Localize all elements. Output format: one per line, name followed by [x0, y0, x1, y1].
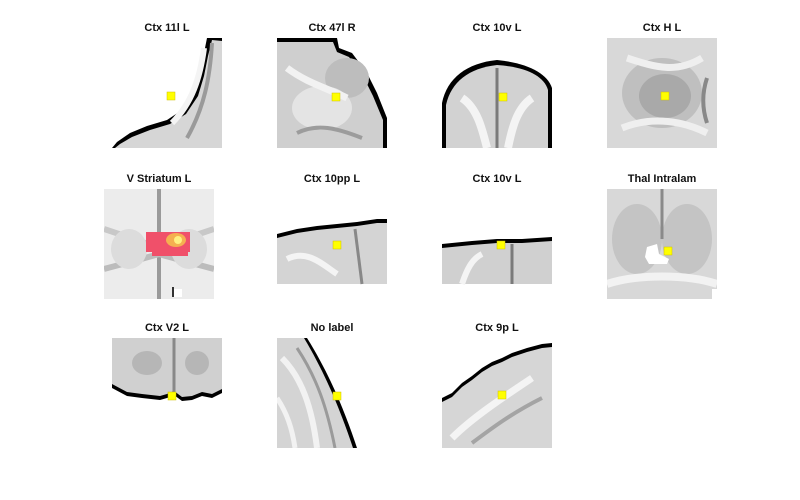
- brain-slice-image: [442, 338, 552, 448]
- panel-title: Ctx 10v L: [472, 173, 522, 185]
- location-marker: [496, 240, 506, 250]
- brain-slice-image: [112, 38, 222, 148]
- panel-title: Ctx H L: [642, 22, 682, 34]
- location-marker: [663, 246, 673, 256]
- panel-title: Ctx 9p L: [475, 322, 519, 334]
- location-marker: [332, 391, 342, 401]
- brain-slice-image: [277, 338, 387, 448]
- brain-slice-image: [442, 38, 552, 148]
- panel-title: Ctx 10pp L: [303, 173, 361, 185]
- location-marker: [497, 390, 507, 400]
- location-marker: [660, 91, 670, 101]
- panel-title: V Striatum L: [126, 173, 192, 185]
- brain-slice-image: [104, 189, 214, 299]
- location-marker: [331, 92, 341, 102]
- brain-slice-image: [442, 189, 552, 299]
- location-marker: [166, 91, 176, 101]
- brain-slice-image: [112, 338, 222, 448]
- location-marker: [498, 92, 508, 102]
- location-marker: [332, 240, 342, 250]
- location-marker: [167, 391, 177, 401]
- panel-title: Ctx V2 L: [144, 322, 189, 334]
- panel-title: Ctx 10v L: [472, 22, 522, 34]
- brain-slice-image: [277, 189, 387, 299]
- panel-title: Thal Intralam: [627, 173, 697, 185]
- panel-title: Ctx 47l R: [308, 22, 356, 34]
- brain-slice-image: [607, 38, 717, 148]
- panel-title: Ctx 11l L: [144, 22, 190, 34]
- brain-slice-image: [277, 38, 387, 148]
- panel-title: No label: [310, 322, 354, 334]
- brain-slice-image: [607, 189, 717, 299]
